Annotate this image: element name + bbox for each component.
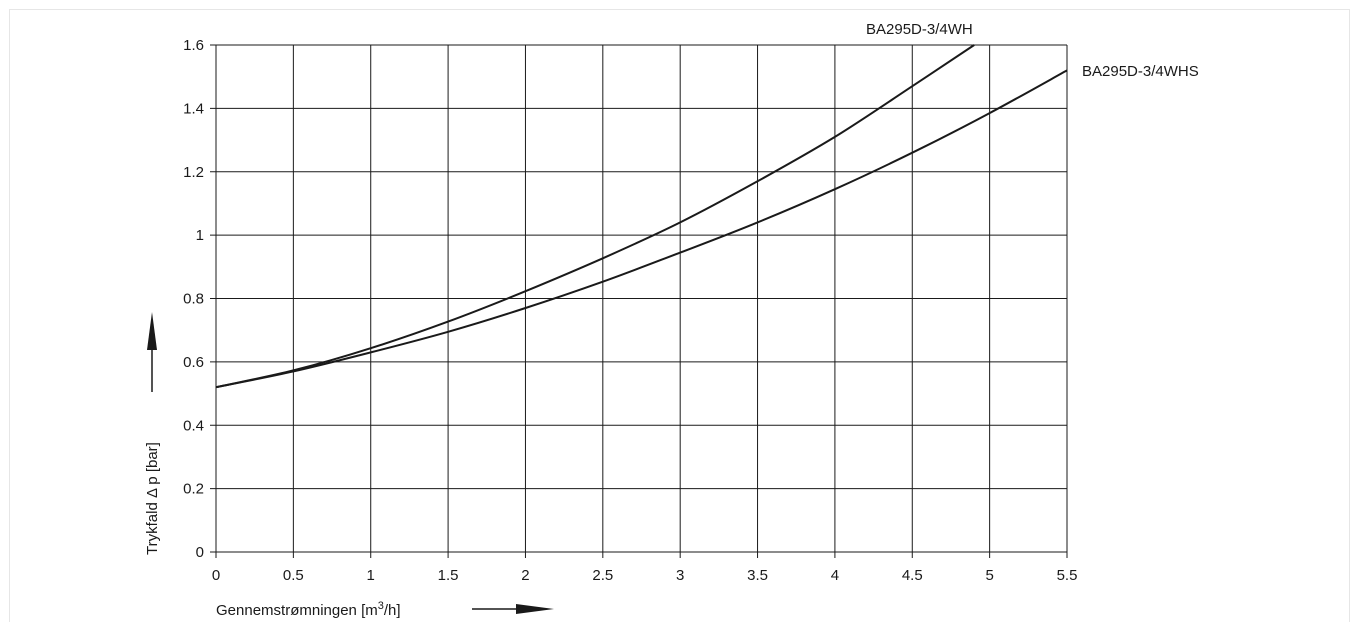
series-label-wh: BA295D-3/4WH xyxy=(866,21,973,38)
series-label-whs: BA295D-3/4WHS xyxy=(1082,63,1199,80)
series-line-wh xyxy=(215,44,975,389)
chart-frame xyxy=(9,9,1350,622)
series-lines xyxy=(215,44,1068,389)
y-tick-label: 0.6 xyxy=(183,354,204,371)
x-axis-title: Gennemstrømningen [m3/h] xyxy=(216,600,401,619)
x-tick-label: 5 xyxy=(985,567,993,584)
y-tick-label: 1.2 xyxy=(183,164,204,181)
y-tick-label: 0 xyxy=(196,544,204,561)
x-tick-label: 3 xyxy=(676,567,684,584)
x-tick-label: 1 xyxy=(367,567,375,584)
x-tick-label: 0 xyxy=(212,567,220,584)
x-tick-label: 3.5 xyxy=(747,567,768,584)
y-axis-arrow xyxy=(147,312,157,392)
y-tick-label: 0.8 xyxy=(183,291,204,308)
y-tick-label: 1.4 xyxy=(183,100,204,117)
x-tick-label: 2 xyxy=(521,567,529,584)
y-axis-title: Trykfald Δ p [bar] xyxy=(144,442,161,555)
tick-labels: 0 0.5 1 1.5 2 2.5 3 3.5 4 4.5 5 5.5 0 0.2 0.4 0.6 0.8 1 1.… xyxy=(183,37,1077,584)
x-axis-title-tail: /h] xyxy=(384,602,401,619)
x-tick-label: 0.5 xyxy=(283,567,304,584)
x-tick-label: 2.5 xyxy=(592,567,613,584)
x-tick-label: 4.5 xyxy=(902,567,923,584)
x-tick-label: 1.5 xyxy=(438,567,459,584)
x-axis-title-sup: 3 xyxy=(378,600,384,612)
x-axis-title-main: Gennemstrømningen [m xyxy=(216,602,378,619)
grid xyxy=(210,44,1068,558)
x-tick-label: 4 xyxy=(831,567,839,584)
y-tick-label: 0.2 xyxy=(183,481,204,498)
x-axis-arrow xyxy=(472,604,554,614)
series-line-whs xyxy=(215,69,1068,389)
y-tick-label: 1.6 xyxy=(183,37,204,54)
y-tick-label: 0.4 xyxy=(183,417,204,434)
x-tick-label: 5.5 xyxy=(1057,567,1078,584)
y-tick-label: 1 xyxy=(196,227,204,244)
